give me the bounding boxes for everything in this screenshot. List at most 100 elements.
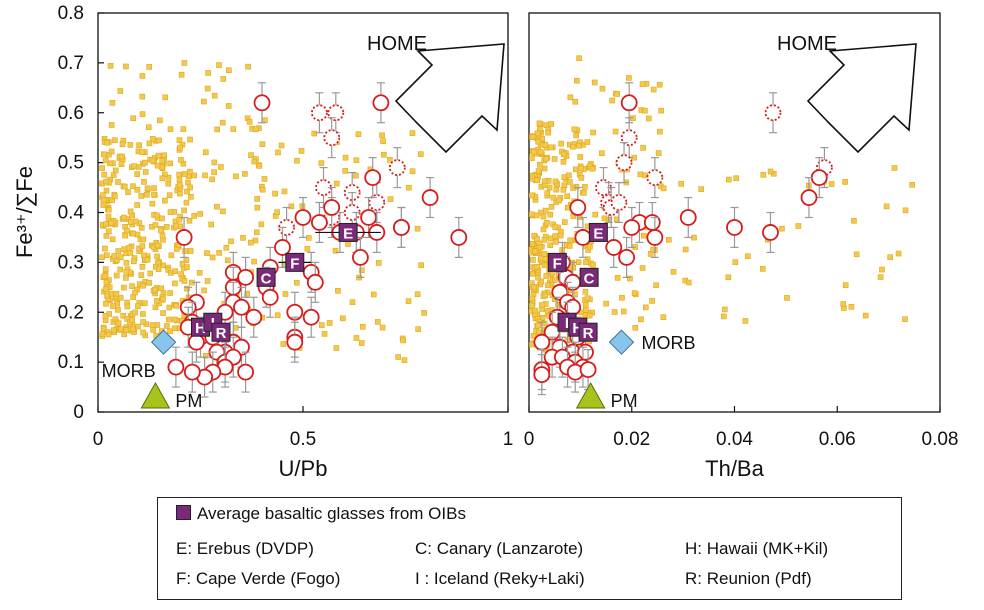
literature-point [318, 160, 325, 166]
literature-point [184, 285, 190, 292]
literature-point [186, 217, 193, 224]
literature-point [130, 183, 136, 190]
literature-point [230, 126, 237, 132]
literature-point [112, 167, 119, 174]
literature-point [160, 296, 166, 302]
literature-point [108, 148, 115, 155]
x-axis-title: Th/Ba [705, 456, 764, 481]
literature-point [107, 63, 114, 69]
literature-point [409, 130, 416, 136]
literature-point [181, 171, 188, 177]
glass-point-dotted [388, 159, 406, 177]
literature-point [115, 179, 121, 185]
literature-point [211, 92, 218, 99]
glass-point [421, 189, 439, 206]
literature-point [159, 232, 166, 239]
literature-point [127, 208, 134, 215]
literature-point [902, 207, 909, 214]
legend-entry: H: Hawaii (MK+Kil) [685, 539, 829, 558]
y-tick-label: 0.6 [58, 103, 84, 124]
glass-point [810, 169, 828, 186]
literature-point [140, 311, 146, 317]
literature-point [142, 159, 148, 166]
glass-point [579, 361, 597, 379]
literature-point [784, 295, 790, 301]
literature-point [155, 152, 162, 159]
literature-point [400, 337, 406, 344]
literature-point [626, 75, 632, 81]
literature-point [570, 143, 576, 150]
glass-point-dotted [327, 104, 345, 122]
literature-point [139, 111, 146, 117]
literature-point [178, 71, 185, 78]
literature-point [204, 250, 210, 256]
literature-point [177, 144, 183, 151]
literature-point [582, 302, 589, 308]
literature-point [223, 244, 230, 251]
glass-point [605, 239, 623, 256]
literature-point [542, 256, 549, 262]
literature-point [742, 318, 749, 324]
literature-point [544, 190, 551, 197]
literature-point [245, 63, 251, 70]
literature-point [99, 331, 106, 337]
glass-point-dotted [615, 154, 633, 172]
literature-point [530, 333, 537, 339]
y-tick-label: 0.1 [58, 352, 84, 373]
literature-point [123, 259, 130, 266]
literature-point [567, 94, 574, 101]
literature-point [124, 227, 130, 234]
literature-point [342, 168, 349, 174]
literature-point [248, 239, 254, 246]
literature-point [542, 292, 549, 299]
literature-point [117, 266, 124, 273]
literature-point [531, 149, 537, 155]
literature-point [576, 55, 582, 62]
literature-point [589, 165, 596, 172]
literature-point [251, 258, 257, 265]
literature-point [224, 257, 231, 264]
literature-point [154, 162, 161, 169]
literature-point [102, 245, 108, 252]
literature-point [120, 312, 127, 319]
literature-point [572, 98, 579, 105]
average-marker [285, 252, 305, 272]
literature-point [152, 286, 158, 293]
literature-point [220, 208, 226, 215]
literature-point [544, 220, 550, 226]
literature-point [895, 250, 902, 257]
literature-point [140, 319, 146, 325]
literature-point [139, 73, 146, 79]
literature-point [138, 193, 145, 199]
literature-point [417, 151, 424, 157]
literature-point [154, 242, 161, 249]
literature-point [733, 175, 740, 182]
panel-u-pb: 0 0.5 1 0 0.1 0.2 0.3 0.4 0.5 0.6 0.7 0.8 U/Pb MORB PM… [58, 3, 514, 481]
literature-point [548, 121, 554, 127]
literature-point [149, 136, 156, 142]
literature-point [342, 154, 349, 161]
literature-point [639, 81, 646, 87]
literature-point [536, 244, 543, 251]
home-label: HOME [367, 33, 427, 55]
literature-point [208, 221, 214, 228]
literature-point [299, 203, 306, 209]
panel-th-ba: 0 0.02 0.04 0.06 0.08 Th/Ba MORB PM E F C I H R HOME [524, 12, 958, 481]
literature-point [528, 211, 535, 218]
literature-point [658, 107, 664, 114]
literature-point [117, 88, 124, 94]
literature-point [767, 168, 774, 175]
literature-point [395, 354, 401, 360]
literature-point [534, 130, 541, 137]
literature-point [529, 271, 536, 277]
literature-point [538, 302, 545, 308]
glass-point [237, 363, 255, 381]
literature-point [359, 323, 366, 330]
literature-point [232, 325, 239, 331]
literature-point [176, 137, 183, 143]
glass-point-dotted [310, 104, 328, 122]
literature-point [202, 172, 208, 179]
literature-point [732, 259, 739, 265]
figure: Fe³⁺/∑Fe 0 0.5 100.10.20.30.40.50.60.70.8U… [12, 3, 958, 481]
literature-point [666, 236, 672, 243]
